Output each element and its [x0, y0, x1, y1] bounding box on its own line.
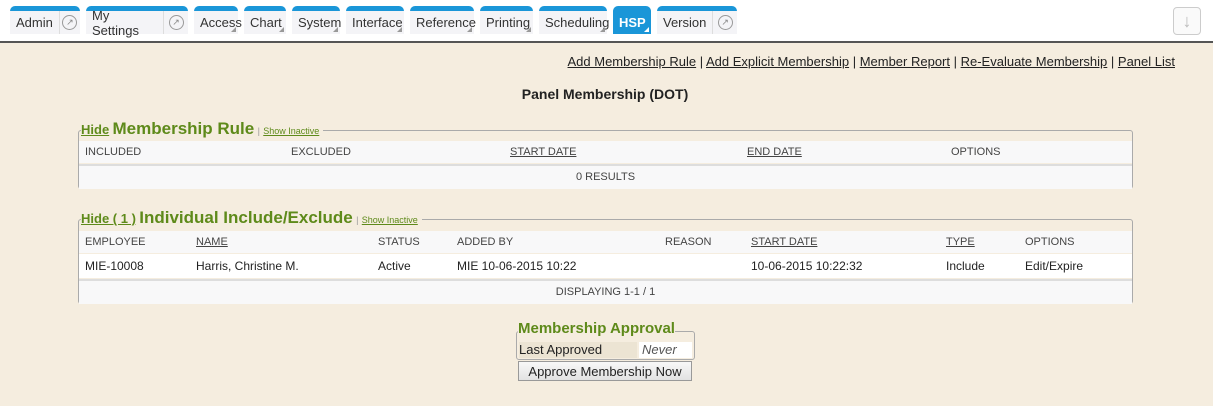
- added-by-cell: MIE 10-06-2015 10:22: [457, 259, 577, 273]
- results-footer: 0 RESULTS: [79, 164, 1132, 189]
- tab-reference[interactable]: Reference: [410, 6, 476, 34]
- options-cell[interactable]: Edit/Expire: [1025, 259, 1084, 273]
- col-start-date[interactable]: START DATE: [751, 236, 818, 248]
- table-header: INCLUDED EXCLUDED START DATE END DATE OP…: [79, 141, 1132, 163]
- tab-label: Reference: [416, 15, 476, 30]
- tab-label: Scheduling: [545, 15, 610, 30]
- col-employee: EMPLOYEE: [85, 236, 146, 248]
- hide-rule-link[interactable]: Hide: [81, 122, 110, 137]
- table-row: MIE-10008 Harris, Christine M. Active MI…: [79, 254, 1132, 278]
- re-evaluate-membership-link[interactable]: Re-Evaluate Membership: [960, 54, 1108, 69]
- tab-hsp[interactable]: HSP: [613, 6, 651, 34]
- panel-list-link[interactable]: Panel List: [1117, 54, 1175, 69]
- status-cell: Active: [378, 259, 411, 273]
- tab-my-settings[interactable]: My Settings ↗: [86, 6, 188, 38]
- results-footer: DISPLAYING 1-1 / 1: [79, 279, 1132, 304]
- col-status: STATUS: [378, 236, 420, 248]
- tab-label: Chart: [250, 15, 282, 30]
- type-cell: Include: [946, 259, 985, 273]
- tab-scheduling[interactable]: Scheduling: [539, 6, 609, 34]
- dropdown-corner-icon: [397, 27, 402, 32]
- dropdown-corner-icon: [333, 27, 338, 32]
- col-end-date[interactable]: END DATE: [747, 146, 802, 158]
- open-external-icon[interactable]: ↗: [58, 11, 80, 34]
- individual-section: Hide ( 1 ) Individual Include/Exclude | …: [78, 208, 1133, 304]
- col-options: OPTIONS: [951, 146, 1001, 158]
- col-reason: REASON: [665, 236, 712, 248]
- hide-individual-link[interactable]: Hide ( 1 ): [81, 211, 136, 226]
- member-report-link[interactable]: Member Report: [859, 54, 950, 69]
- table-header: EMPLOYEE NAME STATUS ADDED BY REASON STA…: [79, 231, 1132, 253]
- tab-version[interactable]: Version ↗: [657, 6, 737, 34]
- name-cell: Harris, Christine M.: [196, 259, 299, 273]
- section-heading: Individual Include/Exclude: [139, 208, 353, 227]
- open-external-icon[interactable]: ↗: [712, 11, 737, 34]
- membership-rule-section: Hide Membership Rule | Show Inactive INC…: [78, 119, 1133, 189]
- approval-heading: Membership Approval: [518, 320, 675, 337]
- tab-chart[interactable]: Chart: [244, 6, 286, 34]
- start-date-cell: 10-06-2015 10:22:32: [751, 259, 863, 273]
- dropdown-corner-icon: [467, 27, 472, 32]
- col-type[interactable]: TYPE: [946, 236, 975, 248]
- last-approved-value: Never: [639, 342, 692, 358]
- tab-printing[interactable]: Printing: [480, 6, 533, 34]
- col-excluded: EXCLUDED: [291, 146, 351, 158]
- add-membership-rule-link[interactable]: Add Membership Rule: [567, 54, 697, 69]
- tab-label: Interface: [352, 15, 403, 30]
- col-included: INCLUDED: [85, 146, 142, 158]
- tab-label: My Settings: [92, 7, 139, 38]
- tab-label: HSP: [619, 15, 646, 30]
- dropdown-corner-icon: [231, 27, 236, 32]
- action-links: Add Membership Rule | Add Explicit Membe…: [567, 54, 1176, 69]
- approve-membership-button[interactable]: Approve Membership Now: [518, 361, 692, 381]
- dropdown-corner-icon: [600, 27, 605, 32]
- add-explicit-membership-link[interactable]: Add Explicit Membership: [706, 54, 850, 69]
- dropdown-corner-icon: [279, 27, 284, 32]
- tab-label: Printing: [486, 15, 531, 30]
- open-external-icon[interactable]: ↗: [163, 11, 188, 34]
- last-approved-label: Last Approved: [519, 342, 637, 358]
- col-added-by: ADDED BY: [457, 236, 514, 248]
- show-inactive-link[interactable]: Show Inactive: [263, 126, 320, 136]
- show-inactive-link[interactable]: Show Inactive: [361, 215, 418, 225]
- tab-interface[interactable]: Interface: [346, 6, 404, 34]
- employee-cell: MIE-10008: [85, 259, 144, 273]
- tab-label: Admin: [16, 15, 53, 30]
- membership-approval-box: Membership Approval Last Approved Never: [516, 320, 695, 360]
- section-heading: Membership Rule: [112, 119, 255, 138]
- tab-admin[interactable]: Admin ↗: [10, 6, 80, 34]
- tab-system[interactable]: System: [292, 6, 341, 34]
- dropdown-corner-icon: [526, 27, 531, 32]
- tab-label: Version: [663, 15, 707, 30]
- col-start-date[interactable]: START DATE: [510, 146, 577, 158]
- page-title: Panel Membership (DOT): [521, 86, 689, 102]
- arrow-down-icon[interactable]: ↓: [1173, 7, 1201, 35]
- col-name[interactable]: NAME: [196, 236, 228, 248]
- tab-bar: Admin ↗ My Settings ↗ Access Chart System Inter…: [10, 6, 743, 38]
- tab-label: System: [298, 15, 342, 30]
- tab-access[interactable]: Access: [194, 6, 242, 34]
- dropdown-corner-icon: [644, 27, 649, 32]
- top-nav: Admin ↗ My Settings ↗ Access Chart System Inter…: [0, 0, 1213, 43]
- col-options: OPTIONS: [1025, 236, 1075, 248]
- tab-label: Access: [200, 15, 242, 30]
